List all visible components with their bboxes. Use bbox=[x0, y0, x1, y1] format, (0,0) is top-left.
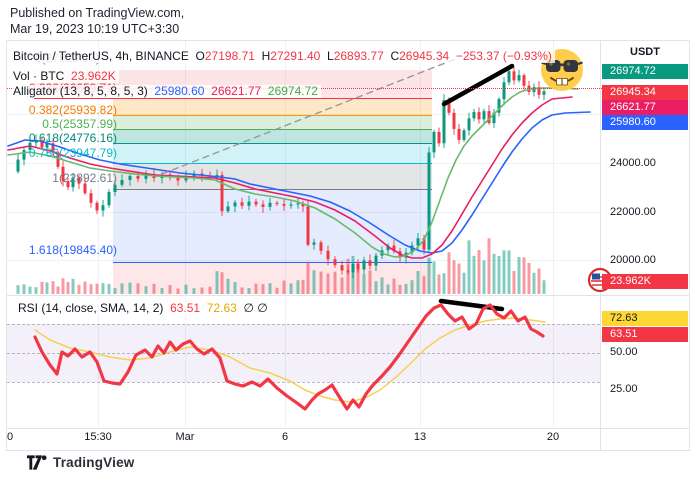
low-label: L bbox=[327, 49, 334, 63]
price-axis-label: 26945.34 bbox=[602, 85, 688, 100]
price-axis-label: 23.962K bbox=[602, 274, 688, 289]
fib-level-line bbox=[113, 129, 432, 130]
grid-vline bbox=[98, 41, 99, 427]
high-value: 27291.40 bbox=[270, 49, 321, 63]
fib-level-line bbox=[113, 262, 432, 263]
fib-band bbox=[113, 189, 432, 262]
trendline-drawing[interactable] bbox=[161, 57, 459, 175]
fib-level-label[interactable]: 0.382(25939.82) bbox=[28, 103, 117, 117]
volume-value: 23.962K bbox=[71, 69, 116, 83]
fib-level-label[interactable]: 0.5(25357.99) bbox=[42, 117, 117, 131]
symbol-legend-row[interactable]: Bitcoin / TetherUS, 4h, BINANCE O27198.7… bbox=[13, 50, 555, 63]
grid-vline bbox=[285, 41, 286, 427]
rsi-band-line bbox=[7, 324, 600, 325]
rsi-legend-row[interactable]: RSI (14, close, SMA, 14, 2) 63.51 72.63 … bbox=[18, 302, 271, 315]
rsi-hidden-bands: ∅ ∅ bbox=[243, 301, 268, 315]
open-label: O bbox=[195, 49, 205, 63]
price-axis-label: 26974.72 bbox=[602, 64, 688, 79]
fib-level-label[interactable]: 1(22892.61) bbox=[52, 171, 117, 185]
high-label: H bbox=[261, 49, 271, 63]
time-axis-label: 15:30 bbox=[84, 431, 112, 443]
pane-separator[interactable] bbox=[6, 295, 689, 296]
price-axis-label: 25.00 bbox=[610, 383, 638, 395]
grid-hline bbox=[7, 260, 600, 261]
time-axis-label: 13 bbox=[413, 431, 427, 443]
fib-band bbox=[113, 143, 432, 163]
tradingview-logo-icon bbox=[27, 455, 47, 470]
open-value: 27198.71 bbox=[204, 49, 255, 63]
price-axis-label: 26621.77 bbox=[602, 100, 688, 115]
close-label: C bbox=[390, 49, 400, 63]
tradingview-attribution[interactable]: TradingView bbox=[27, 455, 134, 470]
price-axis-label: 63.51 bbox=[602, 327, 688, 342]
trendline-drawing[interactable] bbox=[441, 63, 515, 107]
fib-level-line bbox=[113, 189, 432, 190]
fib-band bbox=[113, 262, 432, 294]
rsi-band-line bbox=[7, 353, 600, 354]
volume-label: Vol · BTC bbox=[13, 69, 65, 83]
price-axis-label: 24000.00 bbox=[610, 157, 656, 169]
alligator-lips-value: 26974.72 bbox=[267, 84, 318, 98]
time-axis-separator[interactable] bbox=[6, 428, 689, 429]
symbol-title: Bitcoin / TetherUS, 4h, BINANCE bbox=[13, 49, 189, 63]
price-axis-label: 50.00 bbox=[610, 346, 638, 358]
alligator-label: Alligator (13, 8, 5, 8, 5, 3) bbox=[13, 84, 148, 98]
alligator-jaw-value: 25980.60 bbox=[154, 84, 205, 98]
price-axis-label: 20000.00 bbox=[610, 254, 656, 266]
rsi-sma-value: 72.63 bbox=[206, 301, 237, 315]
grid-hline bbox=[7, 212, 600, 213]
time-axis-label: 0 bbox=[7, 431, 14, 443]
price-axis-label: 22000.00 bbox=[610, 206, 656, 218]
rsi-value: 63.51 bbox=[170, 301, 201, 315]
fib-level-line bbox=[113, 143, 432, 144]
fib-level-label[interactable]: 0.618(24776.16) bbox=[28, 131, 117, 145]
fib-level-label[interactable]: 1.618(19845.40) bbox=[28, 243, 117, 257]
low-value: 26893.77 bbox=[333, 49, 384, 63]
close-value: 26945.34 bbox=[399, 49, 450, 63]
fib-level-label[interactable]: 0.786(23947.79) bbox=[28, 146, 117, 160]
volume-legend-row[interactable]: Vol · BTC 23.962K bbox=[13, 70, 119, 83]
time-axis-label: 6 bbox=[281, 431, 289, 443]
alligator-legend-row[interactable]: Alligator (13, 8, 5, 8, 5, 3) 25980.60 2… bbox=[13, 85, 321, 98]
rsi-band-line bbox=[7, 382, 600, 383]
tradingview-brand-text: TradingView bbox=[53, 455, 135, 470]
fib-level-line bbox=[113, 115, 432, 116]
time-axis-label: 20 bbox=[546, 431, 560, 443]
published-line1: Published on TradingView.com, bbox=[10, 6, 185, 20]
fib-level-line bbox=[34, 98, 432, 99]
fib-level-line bbox=[113, 163, 432, 164]
fib-band bbox=[113, 98, 432, 115]
rsi-label: RSI (14, close, SMA, 14, 2) bbox=[18, 301, 164, 315]
grid-hline bbox=[7, 114, 600, 115]
alligator-teeth-value: 26621.77 bbox=[211, 84, 262, 98]
price-axis-label: 72.63 bbox=[602, 311, 688, 326]
fib-band bbox=[113, 115, 432, 129]
currency-toggle[interactable]: USDT bbox=[630, 46, 660, 58]
fib-band bbox=[113, 129, 432, 143]
change-value: −253.37 (−0.93%) bbox=[455, 49, 552, 63]
grid-vline bbox=[553, 41, 554, 427]
grid-vline bbox=[420, 41, 421, 427]
price-axis-label: 25980.60 bbox=[602, 115, 688, 130]
price-axis-separator[interactable] bbox=[600, 40, 601, 450]
published-line2: Mar 19, 2023 10:19 UTC+3:30 bbox=[10, 22, 180, 36]
grid-vline bbox=[185, 41, 186, 427]
time-axis-label: Mar bbox=[175, 431, 195, 443]
